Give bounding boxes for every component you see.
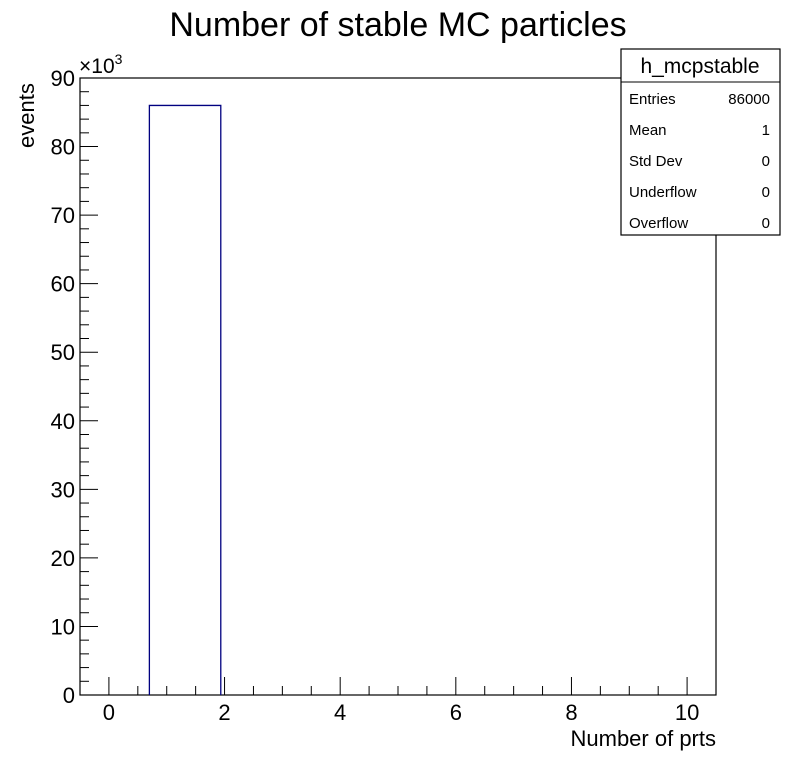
stats-box-frame	[620, 48, 781, 236]
y-tick-label: 50	[51, 340, 75, 365]
y-axis-multiplier-exponent: 3	[115, 51, 123, 67]
y-tick-label: 90	[51, 66, 75, 91]
y-axis-multiplier-base: ×10	[79, 55, 115, 78]
stats-box: h_mcpstable Entries 86000 Mean 1 Std Dev 0 Und…	[620, 48, 781, 236]
x-tick-label: 2	[218, 700, 230, 725]
histogram-bars	[148, 104, 222, 695]
y-tick-label: 30	[51, 477, 75, 502]
stats-row-value: 0	[762, 215, 770, 232]
stats-rows: Entries 86000 Mean 1 Std Dev 0 Underflow 0 Overf…	[629, 91, 770, 232]
y-tick-label: 70	[51, 203, 75, 228]
stats-row-label: Overflow	[629, 215, 688, 232]
histogram-bin-0	[148, 104, 222, 695]
stats-box-name: h_mcpstable	[640, 55, 759, 78]
y-tick-label: 60	[51, 272, 75, 297]
y-axis-label: events	[14, 83, 39, 148]
x-tick-label: 8	[565, 700, 577, 725]
stats-row-label: Std Dev	[629, 153, 683, 170]
y-tick-label: 10	[51, 614, 75, 639]
stats-row-value: 0	[762, 153, 770, 170]
stats-row-label: Entries	[629, 91, 676, 108]
x-axis-label: Number of prts	[571, 726, 717, 751]
stats-row-value: 86000	[728, 91, 770, 108]
stats-row-label: Mean	[629, 122, 667, 139]
stats-row-value: 1	[762, 122, 770, 139]
y-tick-label: 40	[51, 409, 75, 434]
x-tick-label: 6	[450, 700, 462, 725]
y-tick-label: 20	[51, 546, 75, 571]
x-tick-label: 10	[675, 700, 699, 725]
stats-row-label: Underflow	[629, 184, 697, 201]
x-tick-label: 4	[334, 700, 346, 725]
y-axis: 0 10 20 30 40 50 60 70 80 90	[51, 66, 98, 708]
y-tick-label: 0	[63, 683, 75, 708]
x-tick-label: 0	[103, 700, 115, 725]
x-axis: 0 2 4 6 8 10	[79, 677, 717, 725]
y-axis-multiplier: ×103	[79, 51, 123, 78]
y-tick-label: 80	[51, 135, 75, 160]
chart-title: Number of stable MC particles	[169, 6, 626, 44]
stats-row-value: 0	[762, 184, 770, 201]
